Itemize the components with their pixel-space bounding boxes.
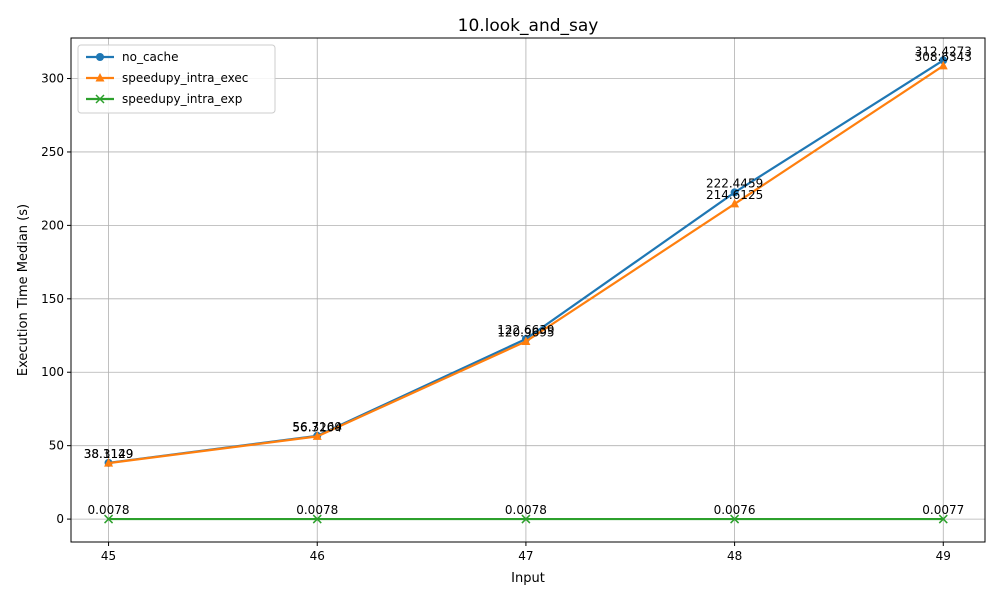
legend-marker xyxy=(95,94,105,104)
data-point-speedupy_intra_exec xyxy=(312,431,322,440)
data-labels: 38.3129 56.7169 122.6639 222.4459 312.4273 38… xyxy=(84,44,972,517)
y-axis-label: Execution Time Median (s) xyxy=(16,204,31,376)
data-label-speedupy_intra_exec: 308.6343 xyxy=(915,50,972,64)
data-point-speedupy_intra_exp xyxy=(104,514,114,524)
legend: no_cache speedupy_intra_exec speedupy_intr… xyxy=(77,44,276,114)
data-label-speedupy_intra_exp: 0.0078 xyxy=(88,503,130,517)
y-tick-label: 0 xyxy=(56,512,64,526)
x-axis-label: Input xyxy=(511,571,545,586)
legend-item-no_cache: no_cache xyxy=(86,50,178,64)
x-tick-label: 49 xyxy=(936,549,951,563)
y-tick-label: 100 xyxy=(41,365,64,379)
x-tick-label: 46 xyxy=(310,549,325,563)
series-layer xyxy=(104,56,948,524)
data-point-speedupy_intra_exec xyxy=(521,336,531,345)
data-point-no_cache xyxy=(730,188,739,197)
data-point-speedupy_intra_exp xyxy=(312,514,322,524)
series-speedupy_intra_exp xyxy=(104,514,948,524)
data-point-speedupy_intra_exec xyxy=(730,198,740,208)
y-tick-label: 150 xyxy=(41,292,64,306)
data-label-no_cache: 312.4273 xyxy=(915,44,972,58)
legend-marker xyxy=(95,73,105,82)
y-tick-label: 250 xyxy=(41,145,64,159)
data-point-speedupy_intra_exec xyxy=(938,60,948,70)
y-tick-label: 50 xyxy=(49,439,64,453)
data-point-speedupy_intra_exp xyxy=(938,514,948,524)
series-speedupy_intra_exec xyxy=(104,60,948,467)
data-label-speedupy_intra_exp: 0.0078 xyxy=(296,503,338,517)
data-point-no_cache xyxy=(939,56,948,65)
data-label-no_cache: 56.7169 xyxy=(292,420,342,434)
x-tick-label: 45 xyxy=(101,549,116,563)
plot-frame xyxy=(70,37,986,543)
grid xyxy=(71,38,985,542)
y-tick-label: 200 xyxy=(41,218,64,232)
data-point-speedupy_intra_exp xyxy=(521,514,531,524)
data-label-no_cache: 122.6639 xyxy=(497,323,554,337)
data-label-no_cache: 38.3129 xyxy=(84,447,134,461)
x-tick-label: 47 xyxy=(518,549,533,563)
data-label-speedupy_intra_exec: 56.3204 xyxy=(292,420,342,434)
data-label-no_cache: 222.4459 xyxy=(706,176,763,190)
legend-box xyxy=(77,44,276,114)
legend-label: speedupy_intra_exec xyxy=(122,71,248,85)
data-point-speedupy_intra_exp xyxy=(730,514,740,524)
legend-item-speedupy_intra_exec: speedupy_intra_exec xyxy=(86,71,248,85)
legend-label: no_cache xyxy=(122,50,178,64)
data-point-speedupy_intra_exec xyxy=(104,458,114,467)
data-label-speedupy_intra_exp: 0.0078 xyxy=(505,503,547,517)
data-label-speedupy_intra_exec: 214.6125 xyxy=(706,188,763,202)
data-label-speedupy_intra_exec: 38.1149 xyxy=(84,447,134,461)
legend-marker xyxy=(96,53,104,61)
data-label-speedupy_intra_exp: 0.0077 xyxy=(922,503,964,517)
data-label-speedupy_intra_exec: 120.9695 xyxy=(497,325,554,339)
y-tick-label: 300 xyxy=(41,72,64,86)
x-axis: 45 46 47 48 49 xyxy=(101,542,951,563)
chart-title: 10.look_and_say xyxy=(458,16,599,36)
legend-label: speedupy_intra_exp xyxy=(122,92,242,106)
data-label-speedupy_intra_exp: 0.0076 xyxy=(714,503,756,517)
legend-item-speedupy_intra_exp: speedupy_intra_exp xyxy=(86,92,242,106)
x-tick-label: 48 xyxy=(727,549,742,563)
y-axis: 0 50 100 150 200 250 300 xyxy=(41,72,71,526)
